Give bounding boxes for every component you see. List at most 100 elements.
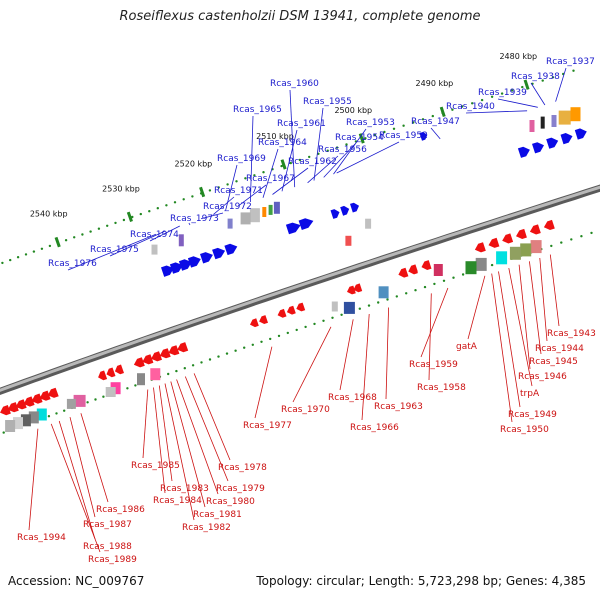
forward-gene-label: Rcas_1965 <box>233 105 282 115</box>
inner-tick-dot <box>47 415 51 418</box>
outer-tick-dot <box>280 164 283 168</box>
reverse-gene-label: Rcas_1959 <box>409 360 458 370</box>
inner-tick-dot <box>126 387 129 390</box>
outer-tick-dot <box>490 95 494 99</box>
gene-category-box <box>268 204 273 215</box>
reverse-leader-line <box>491 273 513 423</box>
gene-category-box <box>262 207 267 217</box>
reverse-gene-label: Rcas_1945 <box>529 357 578 367</box>
reverse-gene-label: trpA <box>520 389 540 399</box>
reverse-leader-line <box>58 420 96 540</box>
reverse-leader-line <box>518 264 531 370</box>
forward-gene-label: Rcas_1961 <box>277 119 326 129</box>
inner-tick-dot <box>217 355 220 358</box>
outer-tick-dot <box>48 244 52 248</box>
reverse-gene <box>168 345 180 356</box>
gene-category-box <box>509 246 521 260</box>
inner-tick-dot <box>225 352 229 355</box>
inner-tick-dot <box>395 295 398 298</box>
reverse-gene <box>250 318 259 328</box>
kbp-tick <box>358 133 365 144</box>
outer-tick-dot <box>148 210 151 213</box>
gene-category-box <box>475 257 487 271</box>
gene-category-box <box>378 286 389 299</box>
accession-label: Accession: NC_009767 <box>8 574 145 588</box>
inner-tick-dot <box>86 401 89 404</box>
reverse-gene-label: Rcas_1946 <box>518 372 567 382</box>
reverse-gene <box>15 399 27 410</box>
kbp-tick <box>523 79 530 90</box>
reverse-leader-line <box>28 428 39 531</box>
reverse-gene-label: gatA <box>456 342 478 352</box>
gene-category-box <box>137 373 145 386</box>
gene-category-box <box>105 387 116 397</box>
outer-tick-dot <box>421 118 425 121</box>
reverse-gene <box>106 367 116 378</box>
outer-tick-dot <box>572 69 575 72</box>
inner-tick-dot <box>340 313 343 316</box>
forward-gene-label: Rcas_1964 <box>258 138 307 148</box>
gene-category-box <box>331 301 338 312</box>
forward-gene-label: Rcas_1953 <box>346 118 395 128</box>
reverse-gene-label: Rcas_1979 <box>216 484 265 494</box>
inner-tick-dot <box>405 292 408 295</box>
reverse-gene <box>142 354 154 365</box>
reverse-gene <box>133 357 145 368</box>
inner-tick-dot <box>260 340 263 343</box>
gene-category-box <box>36 408 47 421</box>
reverse-gene-label: Rcas_1949 <box>508 410 557 420</box>
forward-gene-label: Rcas_1975 <box>90 245 139 255</box>
inner-tick-dot <box>331 316 334 319</box>
reverse-gene-label: Rcas_1950 <box>500 425 549 435</box>
outer-tick-dot <box>235 180 238 183</box>
forward-leader-line <box>555 67 567 102</box>
reverse-leader-line <box>428 293 432 381</box>
kbp-ticks: 2480 kbp 2490 kbp 2500 kbp 2510 kbp 2520 kbp… <box>30 52 537 248</box>
gene-category-box <box>520 243 532 257</box>
forward-gene <box>419 132 428 141</box>
reverse-gene <box>474 242 486 253</box>
kbp-tick <box>439 106 446 118</box>
outer-tick-dot <box>89 230 92 233</box>
outer-tick-dot <box>451 108 454 111</box>
reverse-gene-label: Rcas_1943 <box>547 329 596 339</box>
inner-tick-dot <box>243 346 246 349</box>
inner-tick-dot <box>55 412 58 415</box>
outer-tick-dot <box>364 137 367 140</box>
kbp-tick <box>54 236 61 248</box>
inner-tick-dot <box>191 364 195 367</box>
forward-leader-line <box>188 222 191 226</box>
forward-gene-label: Rcas_1938 <box>511 72 560 82</box>
reverse-gene <box>31 393 43 404</box>
gene-category-box <box>529 120 535 132</box>
reverse-leader-line <box>508 268 533 387</box>
forward-gene-label: Rcas_1962 <box>288 157 337 167</box>
inner-tick-dot <box>570 238 573 241</box>
forward-leader-line <box>149 225 180 242</box>
inner-tick-dot <box>313 322 316 326</box>
reverse-gene <box>159 348 171 359</box>
reverse-gene <box>98 370 108 381</box>
gene-category-box <box>227 218 233 229</box>
inner-tick-dot <box>134 384 137 387</box>
reverse-gene <box>47 387 59 398</box>
forward-leader-line <box>237 184 267 207</box>
forward-leader-line <box>281 129 298 192</box>
forward-leader-line <box>200 212 224 220</box>
topology-label: Topology: circular; Length: 5,723,298 bp… <box>256 574 586 588</box>
gene-category-box <box>417 270 426 281</box>
outer-tick-dot <box>173 201 177 204</box>
reverse-leader-line <box>80 413 109 503</box>
outer-tick-dot <box>208 189 212 192</box>
forward-gene-label: Rcas_1956 <box>318 145 367 155</box>
gene-category-box <box>73 394 86 407</box>
kbp-tick-label: 2540 kbp <box>30 210 68 219</box>
gene-category-box <box>540 116 545 129</box>
inner-tick-dot <box>234 349 237 352</box>
reverse-gene <box>408 264 419 275</box>
forward-leader-line <box>430 127 441 140</box>
reverse-gene-label: Rcas_1989 <box>88 555 137 565</box>
forward-gene <box>169 262 183 274</box>
inner-tick-dot <box>377 301 380 304</box>
kbp-tick-label: 2490 kbp <box>416 79 454 88</box>
